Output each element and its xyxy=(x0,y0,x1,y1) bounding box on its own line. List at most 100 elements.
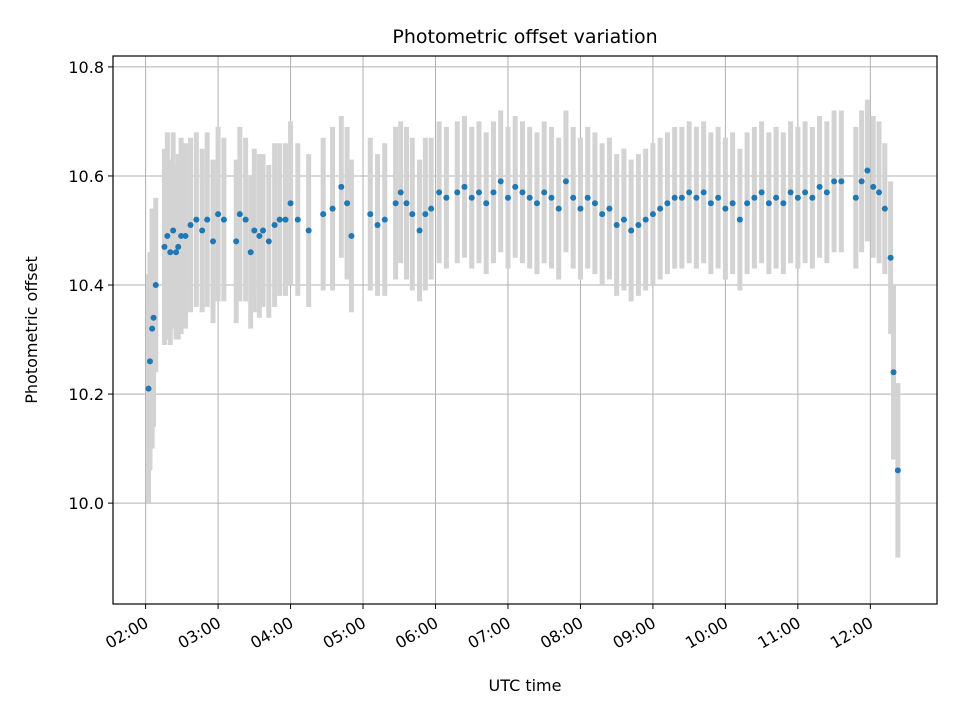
data-point xyxy=(436,189,443,196)
data-point xyxy=(271,222,278,229)
data-point xyxy=(802,189,809,196)
data-point xyxy=(344,200,351,207)
data-point xyxy=(504,194,511,201)
data-point xyxy=(468,194,475,201)
data-point xyxy=(461,183,468,190)
data-point xyxy=(773,194,780,201)
x-tick-label: 06:00 xyxy=(392,613,441,653)
data-point xyxy=(150,314,157,321)
data-point xyxy=(242,216,249,223)
data-point xyxy=(164,232,171,239)
data-point xyxy=(146,358,153,365)
data-point xyxy=(881,205,888,212)
data-point xyxy=(282,216,289,223)
data-point xyxy=(780,200,787,207)
x-tick-label: 12:00 xyxy=(827,613,876,653)
y-tick-label: 10.6 xyxy=(68,167,104,186)
data-point xyxy=(823,189,830,196)
data-point xyxy=(490,189,497,196)
data-point xyxy=(562,178,569,185)
data-point xyxy=(199,227,206,234)
data-points xyxy=(145,167,901,474)
x-tick-label: 08:00 xyxy=(537,613,586,653)
y-axis: 10.0 10.2 10.4 10.6 10.8 xyxy=(68,58,113,513)
x-tick-label: 11:00 xyxy=(754,613,803,653)
data-point xyxy=(338,183,345,190)
data-point xyxy=(276,216,283,223)
data-point xyxy=(161,243,168,250)
data-point xyxy=(416,227,423,234)
data-point xyxy=(428,205,435,212)
data-point xyxy=(287,200,294,207)
data-point xyxy=(152,282,159,289)
x-axis-label: UTC time xyxy=(489,676,562,695)
data-point xyxy=(519,189,526,196)
data-point xyxy=(220,216,227,223)
data-point xyxy=(204,216,211,223)
data-point xyxy=(247,249,254,256)
data-point xyxy=(381,216,388,223)
data-point xyxy=(215,211,222,218)
data-point xyxy=(628,227,635,234)
data-point xyxy=(182,232,189,239)
y-axis-label: Photometric offset xyxy=(22,256,41,404)
data-point xyxy=(548,194,555,201)
data-point xyxy=(149,325,156,332)
data-point xyxy=(526,194,533,201)
data-point xyxy=(642,216,649,223)
data-point xyxy=(210,238,217,245)
data-point xyxy=(584,194,591,201)
x-tick-label: 02:00 xyxy=(102,613,151,653)
y-tick-label: 10.0 xyxy=(68,494,104,513)
data-point xyxy=(454,189,461,196)
data-point xyxy=(744,200,751,207)
data-point xyxy=(348,232,355,239)
data-point xyxy=(512,183,519,190)
data-point xyxy=(170,227,177,234)
data-point xyxy=(256,232,263,239)
x-tick-label: 07:00 xyxy=(465,613,514,653)
data-point xyxy=(751,194,758,201)
data-point xyxy=(864,167,871,174)
data-point xyxy=(173,249,180,256)
data-point xyxy=(443,194,450,201)
data-point xyxy=(707,200,714,207)
x-tick-label: 09:00 xyxy=(609,613,658,653)
data-point xyxy=(831,178,838,185)
data-point xyxy=(591,200,598,207)
data-point xyxy=(392,200,399,207)
data-point xyxy=(765,200,772,207)
data-point xyxy=(649,211,656,218)
data-point xyxy=(236,211,243,218)
y-tick-label: 10.2 xyxy=(68,385,104,404)
data-point xyxy=(555,205,562,212)
data-point xyxy=(145,385,152,392)
x-tick-label: 05:00 xyxy=(320,613,369,653)
data-point xyxy=(409,211,416,218)
x-axis: 02:00 03:00 04:00 05:00 06:00 07:00 08:00 09:00… xyxy=(102,604,876,653)
data-point xyxy=(233,238,240,245)
data-point xyxy=(887,254,894,261)
data-point xyxy=(533,200,540,207)
data-point xyxy=(890,369,897,376)
data-point xyxy=(715,194,722,201)
data-point xyxy=(475,189,482,196)
data-point xyxy=(305,227,312,234)
data-point xyxy=(570,194,577,201)
data-point xyxy=(838,178,845,185)
data-point xyxy=(403,200,410,207)
data-point xyxy=(193,216,200,223)
data-point xyxy=(599,211,606,218)
data-point xyxy=(613,222,620,229)
y-tick-label: 10.8 xyxy=(68,58,104,77)
data-point xyxy=(852,194,859,201)
data-point xyxy=(367,211,374,218)
data-point xyxy=(758,189,765,196)
data-point xyxy=(876,189,883,196)
chart-title: Photometric offset variation xyxy=(392,26,657,48)
data-point xyxy=(894,467,901,474)
data-point xyxy=(422,211,429,218)
data-point xyxy=(260,227,267,234)
data-point xyxy=(397,189,404,196)
